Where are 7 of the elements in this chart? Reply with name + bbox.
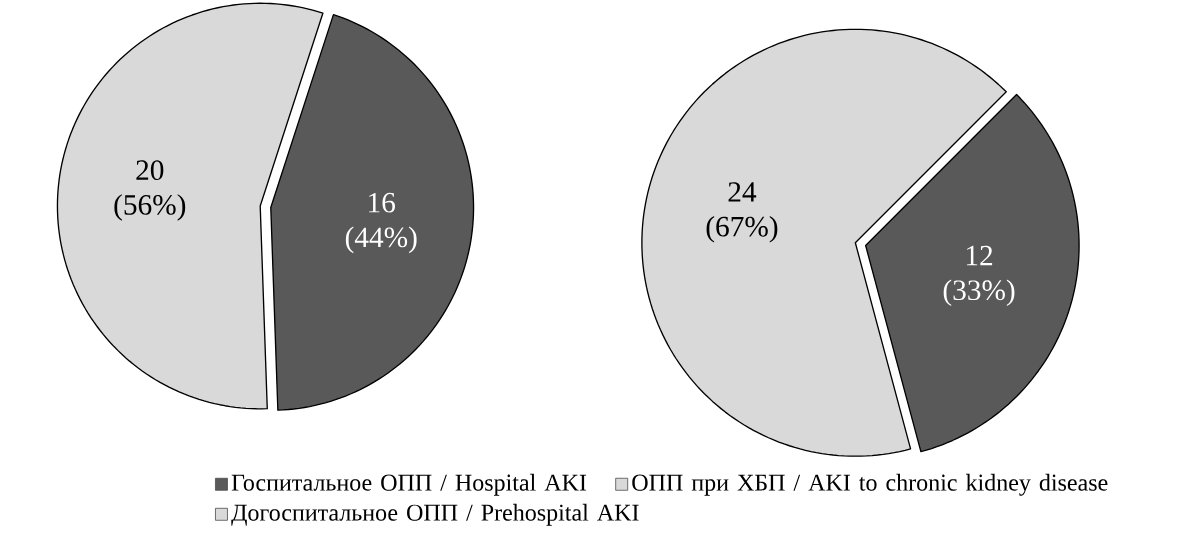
legend-label: Догоспитальное ОПП / Prehospital AKI (231, 503, 639, 526)
data-label: 24 (67%) (706, 182, 778, 243)
legend-label: ОПП при ХБП / AKI to chronic kidney disease (632, 473, 1108, 496)
data-label: 12 (33%) (943, 245, 1015, 306)
data-label: 16 (44%) (345, 192, 417, 254)
legend-label: Госпитальное ОПП / Hospital AKI (231, 473, 587, 496)
data-label: 20 (56%) (114, 160, 186, 221)
